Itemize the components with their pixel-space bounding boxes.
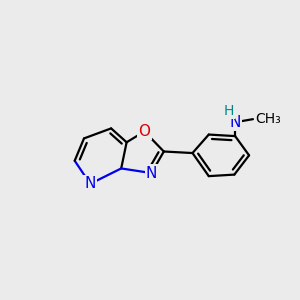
Text: N: N: [230, 115, 241, 130]
Text: H: H: [224, 104, 234, 118]
Text: O: O: [138, 124, 150, 139]
Text: CH₃: CH₃: [255, 112, 281, 126]
Text: N: N: [85, 176, 96, 191]
Text: N: N: [146, 166, 157, 181]
